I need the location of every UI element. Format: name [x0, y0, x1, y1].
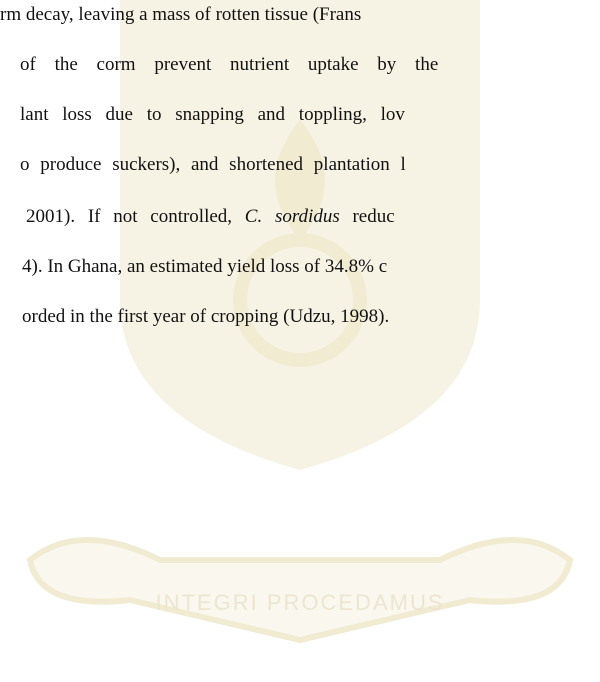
text-line: lant loss due to snapping and toppling, … — [20, 104, 405, 125]
italic-run: C. sordidus — [244, 206, 340, 227]
text-line: orded in the first year of cropping (Udz… — [22, 306, 390, 327]
text-line: rm decay, leaving a mass of rotten tissu… — [0, 4, 362, 25]
text-line: o produce suckers), and shortened planta… — [20, 154, 406, 175]
text-line: 2001). If not controlled, C. sordidus re… — [26, 206, 395, 228]
text-line: of the corm prevent nutrient uptake by t… — [20, 54, 439, 75]
watermark-text: INTEGRI PROCEDAMUS — [155, 590, 444, 615]
crest-motif — [275, 120, 325, 240]
text-run: 2001). If not controlled, — [26, 206, 245, 227]
banner — [26, 537, 574, 644]
text-line: 4). In Ghana, an estimated yield loss of… — [22, 256, 388, 277]
crest-ring — [233, 233, 367, 367]
text-run: reduc — [339, 206, 395, 227]
